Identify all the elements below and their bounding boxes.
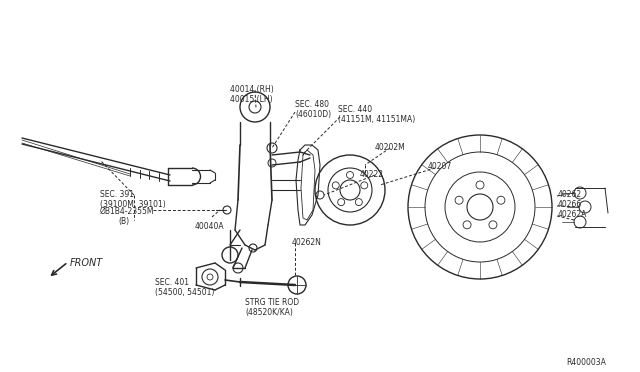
Text: 40262: 40262 bbox=[558, 190, 582, 199]
Text: SEC. 440: SEC. 440 bbox=[338, 105, 372, 114]
Text: 40262A: 40262A bbox=[558, 210, 588, 219]
Text: 40266: 40266 bbox=[558, 200, 582, 209]
Text: (B): (B) bbox=[118, 217, 129, 226]
Text: STRG TIE ROD: STRG TIE ROD bbox=[245, 298, 299, 307]
Text: 40202M: 40202M bbox=[375, 143, 406, 152]
Text: ØB1B4-2355M: ØB1B4-2355M bbox=[100, 207, 154, 216]
Text: 40262N: 40262N bbox=[292, 238, 322, 247]
Text: 40040A: 40040A bbox=[195, 222, 225, 231]
Text: (54500, 54501): (54500, 54501) bbox=[155, 288, 214, 297]
Text: (39100M, 39101): (39100M, 39101) bbox=[100, 200, 166, 209]
Text: 40207: 40207 bbox=[428, 162, 452, 171]
Text: SEC. 401: SEC. 401 bbox=[155, 278, 189, 287]
Text: R400003A: R400003A bbox=[566, 358, 606, 367]
Text: (41151M, 41151MA): (41151M, 41151MA) bbox=[338, 115, 415, 124]
Text: (46010D): (46010D) bbox=[295, 110, 331, 119]
Text: 40222: 40222 bbox=[360, 170, 384, 179]
Text: 40014 (RH): 40014 (RH) bbox=[230, 85, 274, 94]
Text: SEC. 480: SEC. 480 bbox=[295, 100, 329, 109]
Text: FRONT: FRONT bbox=[70, 258, 103, 268]
Text: 40015 (LH): 40015 (LH) bbox=[230, 95, 273, 104]
Text: (48520K/KA): (48520K/KA) bbox=[245, 308, 293, 317]
Text: SEC. 391: SEC. 391 bbox=[100, 190, 134, 199]
